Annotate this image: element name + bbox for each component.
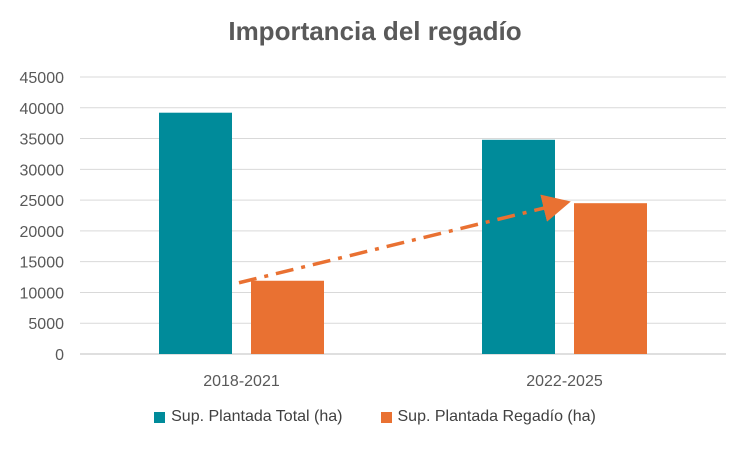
x-tick-label-1: 2022-2025 bbox=[526, 373, 603, 390]
y-tick-label-1: 5000 bbox=[28, 316, 64, 333]
y-tick-label-6: 30000 bbox=[20, 162, 65, 179]
y-tick-label-3: 15000 bbox=[20, 255, 65, 272]
legend-swatch-total bbox=[154, 411, 166, 423]
legend-swatch-regadio bbox=[380, 411, 392, 423]
plot-area: 0 5000 10000 15000 20000 25000 30000 35000 40000… bbox=[20, 70, 726, 390]
y-tick-label-4: 20000 bbox=[20, 224, 65, 241]
y-tick-label-7: 35000 bbox=[20, 132, 65, 149]
legend-item-total[interactable]: Sup. Plantada Total (ha) bbox=[154, 408, 343, 426]
bar-series0-cat0[interactable] bbox=[159, 112, 232, 354]
bar-series0-cat1[interactable] bbox=[482, 139, 555, 354]
x-tick-label-0: 2018-2021 bbox=[203, 373, 280, 390]
y-tick-label-8: 40000 bbox=[20, 101, 65, 118]
legend: Sup. Plantada Total (ha) Sup. Plantada R… bbox=[0, 408, 750, 426]
bar-series1-cat0[interactable] bbox=[251, 280, 324, 354]
y-tick-label-2: 10000 bbox=[20, 285, 65, 302]
legend-label-total: Sup. Plantada Total (ha) bbox=[171, 408, 343, 425]
bar-series1-cat1[interactable] bbox=[574, 203, 647, 354]
trend-arrow-0 bbox=[238, 194, 571, 285]
y-tick-label-9: 45000 bbox=[20, 70, 65, 87]
legend-item-regadio[interactable]: Sup. Plantada Regadío (ha) bbox=[380, 408, 596, 426]
y-tick-label-5: 25000 bbox=[20, 193, 65, 210]
legend-label-regadio: Sup. Plantada Regadío (ha) bbox=[397, 408, 596, 425]
chart-title: Importancia del regadío bbox=[228, 16, 522, 46]
y-tick-label-0: 0 bbox=[55, 347, 64, 364]
